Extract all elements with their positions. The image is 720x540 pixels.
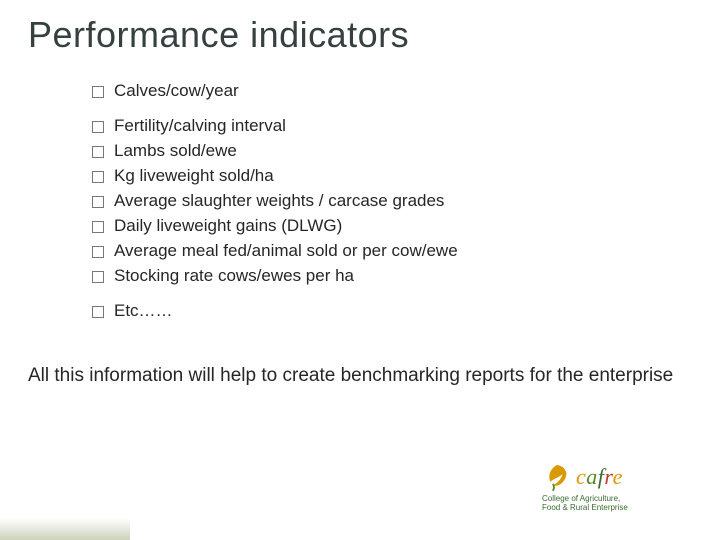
checkbox-icon xyxy=(92,171,104,183)
checkbox-icon xyxy=(92,306,104,318)
list-item: Average meal fed/animal sold or per cow/… xyxy=(92,240,652,263)
list-item-label: Daily liveweight gains (DLWG) xyxy=(114,215,342,238)
list-item: Kg liveweight sold/ha xyxy=(92,165,652,188)
list-item: Fertility/calving interval xyxy=(92,115,652,138)
logo-letter-r: r xyxy=(604,464,612,489)
group-gap xyxy=(92,290,652,300)
group-gap xyxy=(92,105,652,115)
checkbox-icon xyxy=(92,146,104,158)
checkbox-icon xyxy=(92,221,104,233)
logo-subtitle: College of Agriculture, Food & Rural Ent… xyxy=(542,494,692,512)
logo-letter-a: a xyxy=(586,464,598,489)
list-item-label: Average meal fed/animal sold or per cow/… xyxy=(114,240,458,263)
list-item: Lambs sold/ewe xyxy=(92,140,652,163)
list-item: Calves/cow/year xyxy=(92,80,652,103)
slide: Performance indicators Calves/cow/year F… xyxy=(0,0,720,540)
list-item-label: Fertility/calving interval xyxy=(114,115,286,138)
checkbox-icon xyxy=(92,246,104,258)
list-item-label: Kg liveweight sold/ha xyxy=(114,165,274,188)
logo-sub-line2: Food & Rural Enterprise xyxy=(542,503,692,512)
checkbox-icon xyxy=(92,271,104,283)
list-item-label: Average slaughter weights / carcase grad… xyxy=(114,190,444,213)
checkbox-icon xyxy=(92,196,104,208)
list-item: Average slaughter weights / carcase grad… xyxy=(92,190,652,213)
accent-strip xyxy=(0,518,130,540)
slide-title: Performance indicators xyxy=(28,14,409,56)
bullet-list: Calves/cow/year Fertility/calving interv… xyxy=(92,80,652,324)
logo-sub-line1: College of Agriculture, xyxy=(542,494,692,503)
checkbox-icon xyxy=(92,121,104,133)
leaf-icon xyxy=(542,462,572,492)
logo-top-row: cafre xyxy=(542,462,692,492)
checkbox-icon xyxy=(92,86,104,98)
logo-letter-e: e xyxy=(613,464,623,489)
closing-text: All this information will help to create… xyxy=(28,360,688,392)
list-item-label: Etc…… xyxy=(114,300,173,323)
cafre-logo: cafre College of Agriculture, Food & Rur… xyxy=(542,462,692,518)
list-item-label: Calves/cow/year xyxy=(114,80,239,103)
list-item: Daily liveweight gains (DLWG) xyxy=(92,215,652,238)
logo-word: cafre xyxy=(576,464,623,490)
list-item: Stocking rate cows/ewes per ha xyxy=(92,265,652,288)
list-item-label: Lambs sold/ewe xyxy=(114,140,237,163)
list-item: Etc…… xyxy=(92,300,652,323)
logo-letter-c: c xyxy=(576,464,586,489)
list-item-label: Stocking rate cows/ewes per ha xyxy=(114,265,354,288)
